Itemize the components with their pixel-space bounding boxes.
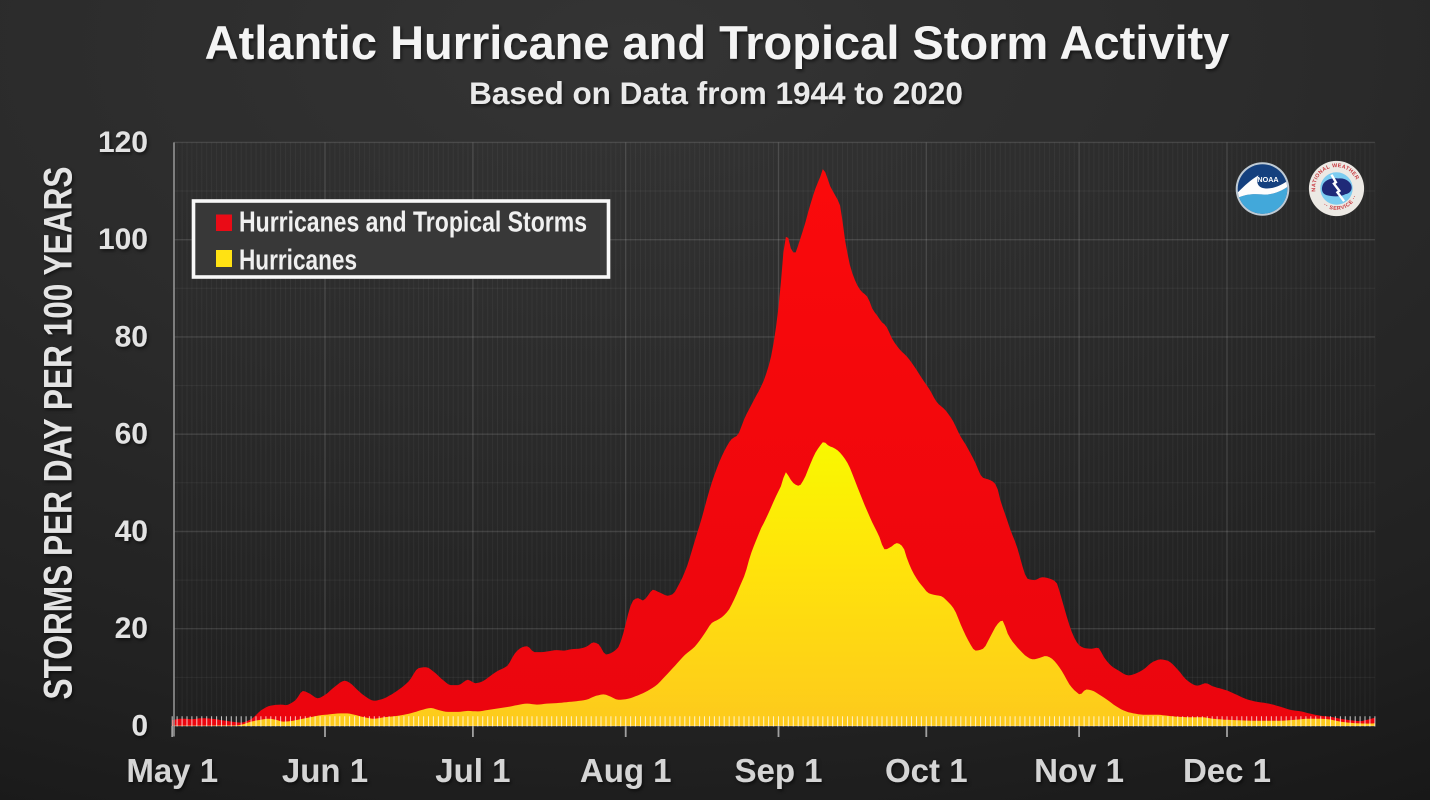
svg-text:Oct 1: Oct 1 (885, 752, 968, 789)
svg-text:Aug 1: Aug 1 (580, 752, 672, 789)
svg-text:40: 40 (115, 515, 148, 548)
svg-text:60: 60 (115, 418, 148, 451)
svg-text:Sep 1: Sep 1 (734, 752, 822, 789)
svg-text:Nov 1: Nov 1 (1034, 752, 1124, 789)
svg-text:Based on Data from 1944 to 202: Based on Data from 1944 to 2020 (469, 75, 963, 111)
svg-text:20: 20 (115, 612, 148, 645)
svg-text:Atlantic Hurricane and Tropica: Atlantic Hurricane and Tropical Storm Ac… (205, 16, 1230, 69)
svg-text:120: 120 (98, 126, 148, 159)
svg-text:STORMS PER DAY PER 100 YEARS: STORMS PER DAY PER 100 YEARS (37, 167, 81, 700)
svg-text:Hurricanes: Hurricanes (239, 245, 357, 277)
svg-text:Hurricanes and Tropical Storms: Hurricanes and Tropical Storms (239, 206, 587, 238)
svg-text:Dec 1: Dec 1 (1183, 752, 1271, 789)
svg-text:0: 0 (131, 710, 148, 743)
svg-text:100: 100 (98, 223, 148, 256)
svg-text:80: 80 (115, 320, 148, 353)
svg-text:May 1: May 1 (126, 752, 218, 789)
svg-text:Jun 1: Jun 1 (282, 752, 368, 789)
svg-text:NOAA: NOAA (1257, 175, 1278, 184)
svg-text:Jul 1: Jul 1 (435, 752, 510, 789)
